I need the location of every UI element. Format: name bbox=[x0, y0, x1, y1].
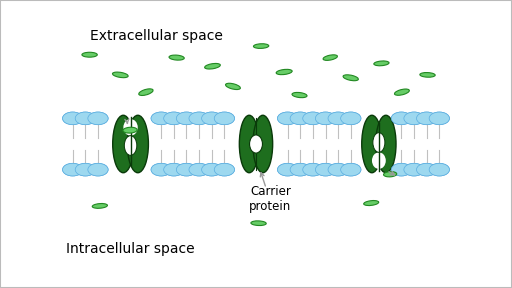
Ellipse shape bbox=[239, 115, 259, 173]
Ellipse shape bbox=[429, 163, 450, 176]
Ellipse shape bbox=[417, 163, 437, 176]
Ellipse shape bbox=[315, 163, 336, 176]
Ellipse shape bbox=[127, 115, 148, 173]
Ellipse shape bbox=[92, 204, 108, 208]
Text: Carrier
protein: Carrier protein bbox=[249, 185, 291, 213]
Ellipse shape bbox=[176, 163, 197, 176]
Ellipse shape bbox=[62, 163, 83, 176]
Ellipse shape bbox=[226, 83, 240, 90]
Ellipse shape bbox=[429, 112, 450, 125]
Ellipse shape bbox=[340, 112, 361, 125]
Ellipse shape bbox=[214, 112, 234, 125]
Ellipse shape bbox=[391, 112, 412, 125]
Ellipse shape bbox=[151, 112, 172, 125]
Ellipse shape bbox=[164, 163, 184, 176]
Ellipse shape bbox=[303, 112, 323, 125]
Ellipse shape bbox=[75, 163, 95, 176]
Ellipse shape bbox=[373, 133, 385, 152]
Ellipse shape bbox=[303, 163, 323, 176]
Ellipse shape bbox=[364, 200, 379, 206]
Ellipse shape bbox=[420, 73, 435, 77]
Ellipse shape bbox=[189, 112, 209, 125]
Ellipse shape bbox=[391, 112, 412, 125]
Ellipse shape bbox=[290, 112, 310, 125]
Ellipse shape bbox=[362, 115, 382, 173]
Ellipse shape bbox=[123, 119, 138, 136]
Ellipse shape bbox=[164, 163, 184, 176]
Ellipse shape bbox=[395, 89, 409, 95]
Ellipse shape bbox=[253, 44, 269, 48]
Ellipse shape bbox=[328, 163, 348, 176]
Ellipse shape bbox=[328, 112, 348, 125]
Ellipse shape bbox=[374, 61, 389, 66]
Ellipse shape bbox=[169, 55, 184, 60]
Ellipse shape bbox=[278, 163, 298, 176]
Ellipse shape bbox=[249, 135, 263, 153]
Ellipse shape bbox=[75, 163, 95, 176]
Ellipse shape bbox=[139, 89, 153, 96]
Ellipse shape bbox=[251, 221, 266, 226]
Ellipse shape bbox=[202, 163, 222, 176]
Ellipse shape bbox=[429, 112, 450, 125]
Ellipse shape bbox=[176, 112, 197, 125]
Ellipse shape bbox=[88, 163, 108, 176]
Ellipse shape bbox=[417, 163, 437, 176]
Ellipse shape bbox=[82, 52, 97, 57]
Ellipse shape bbox=[383, 172, 397, 177]
Ellipse shape bbox=[340, 163, 361, 176]
Ellipse shape bbox=[404, 163, 424, 176]
Ellipse shape bbox=[205, 63, 220, 69]
Text: Extracellular space: Extracellular space bbox=[90, 29, 223, 43]
Text: Intracellular space: Intracellular space bbox=[66, 242, 195, 256]
Ellipse shape bbox=[88, 163, 108, 176]
Ellipse shape bbox=[151, 163, 172, 176]
Ellipse shape bbox=[164, 112, 184, 125]
Ellipse shape bbox=[151, 112, 172, 125]
Ellipse shape bbox=[113, 72, 128, 78]
Ellipse shape bbox=[276, 69, 292, 75]
Ellipse shape bbox=[75, 112, 95, 125]
Ellipse shape bbox=[391, 163, 412, 176]
Ellipse shape bbox=[189, 112, 209, 125]
Ellipse shape bbox=[278, 112, 298, 125]
Ellipse shape bbox=[278, 163, 298, 176]
Ellipse shape bbox=[164, 112, 184, 125]
Ellipse shape bbox=[315, 163, 336, 176]
Ellipse shape bbox=[202, 112, 222, 125]
Ellipse shape bbox=[404, 112, 424, 125]
Ellipse shape bbox=[88, 112, 108, 125]
Ellipse shape bbox=[372, 152, 386, 169]
Ellipse shape bbox=[340, 112, 361, 125]
Ellipse shape bbox=[88, 112, 108, 125]
Ellipse shape bbox=[214, 163, 234, 176]
Ellipse shape bbox=[417, 112, 437, 125]
Ellipse shape bbox=[214, 112, 234, 125]
Ellipse shape bbox=[391, 163, 412, 176]
Ellipse shape bbox=[303, 163, 323, 176]
Ellipse shape bbox=[315, 112, 336, 125]
Ellipse shape bbox=[189, 163, 209, 176]
Ellipse shape bbox=[429, 163, 450, 176]
Ellipse shape bbox=[278, 112, 298, 125]
Ellipse shape bbox=[202, 112, 222, 125]
Ellipse shape bbox=[328, 112, 348, 125]
Ellipse shape bbox=[62, 112, 83, 125]
Ellipse shape bbox=[75, 112, 95, 125]
Ellipse shape bbox=[176, 112, 197, 125]
Ellipse shape bbox=[124, 136, 137, 155]
Ellipse shape bbox=[253, 115, 273, 173]
Ellipse shape bbox=[189, 163, 209, 176]
Ellipse shape bbox=[404, 163, 424, 176]
Ellipse shape bbox=[123, 127, 137, 133]
Ellipse shape bbox=[404, 112, 424, 125]
Ellipse shape bbox=[376, 115, 396, 173]
Ellipse shape bbox=[202, 163, 222, 176]
Ellipse shape bbox=[328, 163, 348, 176]
Ellipse shape bbox=[62, 112, 83, 125]
Ellipse shape bbox=[340, 163, 361, 176]
Ellipse shape bbox=[214, 163, 234, 176]
Ellipse shape bbox=[343, 75, 358, 81]
Ellipse shape bbox=[315, 112, 336, 125]
Ellipse shape bbox=[292, 92, 307, 98]
